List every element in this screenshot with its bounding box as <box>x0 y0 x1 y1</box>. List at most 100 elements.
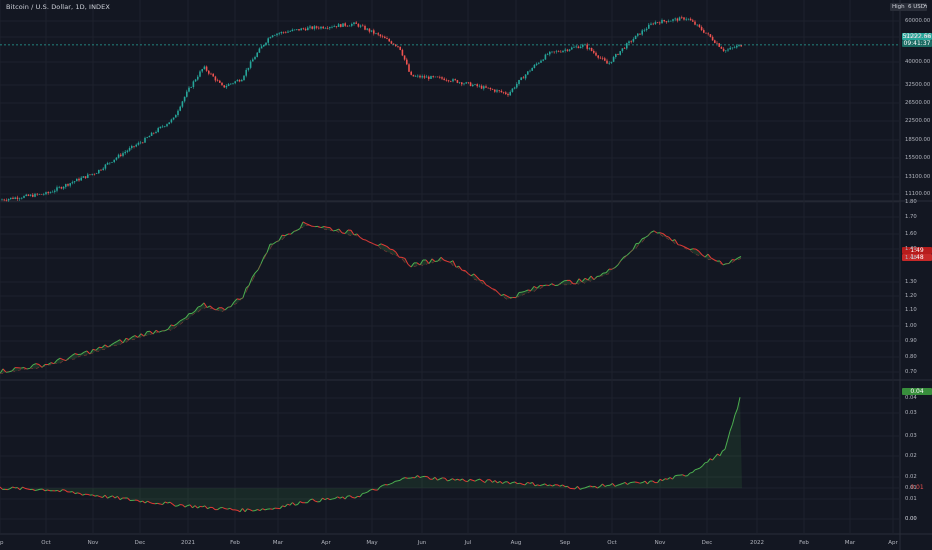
candle-body <box>230 83 232 85</box>
candle-body <box>718 43 720 47</box>
candle-body <box>326 28 329 29</box>
oscillator-segment <box>242 288 247 298</box>
oscillator2-segment <box>344 495 348 500</box>
oscillator-segment <box>416 262 421 266</box>
currency-badge[interactable]: 6 USD <box>906 3 928 11</box>
candle-body <box>364 25 366 30</box>
oscillator-signal <box>575 282 580 285</box>
oscillator-segment <box>182 317 187 320</box>
candle-body <box>696 24 698 26</box>
oscillator-segment <box>278 235 283 241</box>
oscillator-signal <box>473 278 478 281</box>
candle-body <box>315 26 318 28</box>
candle-body <box>293 29 296 31</box>
candle-body <box>329 27 331 29</box>
oscillator-segment <box>494 289 499 293</box>
candle-body <box>212 73 214 77</box>
oscillator2-segment <box>367 489 371 493</box>
oscillator2-segment <box>164 501 168 504</box>
oscillator-signal <box>485 284 490 288</box>
oscillator-segment <box>707 253 712 259</box>
oscillator2-segment <box>284 503 288 508</box>
oscillator-signal <box>611 266 616 270</box>
oscillator2-segment <box>712 456 716 461</box>
y-tick-label: 32500.00 <box>905 82 931 88</box>
oscillator-segment <box>668 236 673 242</box>
oscillator-segment <box>632 243 637 250</box>
candle-body <box>170 119 173 123</box>
candle-body <box>399 46 401 50</box>
candle-body <box>663 20 665 22</box>
y-tick-label: 1.49 <box>905 246 917 252</box>
oscillator-segment <box>404 258 409 265</box>
oscillator-segment <box>332 229 337 232</box>
candle-body <box>544 54 547 60</box>
oscillator-segment <box>56 357 61 361</box>
candle-body <box>340 24 342 27</box>
oscillator2-segment <box>339 496 343 499</box>
candle-body <box>113 159 115 162</box>
osc1-tag-top: 1.49 <box>902 247 932 254</box>
oscillator2-segment <box>479 478 483 482</box>
y-tick-label: 1.80 <box>905 199 917 205</box>
candle-body <box>439 77 441 78</box>
candle-body <box>650 23 652 25</box>
oscillator2-segment <box>247 508 251 511</box>
oscillator2-segment <box>337 496 341 499</box>
oscillator-segment <box>368 241 373 244</box>
candle-body <box>676 18 679 21</box>
candle-body <box>177 110 179 116</box>
oscillator-signal <box>197 309 202 313</box>
candle-body <box>258 48 261 53</box>
candle-body <box>137 142 140 145</box>
oscillator-segment <box>230 301 235 307</box>
candle-body <box>414 76 417 77</box>
oscillator-segment <box>116 339 121 342</box>
oscillator-segment <box>728 259 733 264</box>
candle-body <box>643 30 646 31</box>
oscillator2-segment <box>349 495 353 498</box>
candle-body <box>555 51 558 52</box>
oscillator-signal <box>173 326 178 329</box>
candle-body <box>362 25 364 27</box>
candle-body <box>5 200 8 201</box>
oscillator2-segment <box>519 482 523 485</box>
oscillator-segment <box>662 233 667 237</box>
oscillator2-segment <box>312 498 316 502</box>
candle-body <box>355 22 357 24</box>
candle-body <box>670 20 672 22</box>
candle-body <box>729 47 731 50</box>
x-tick-label: Dec <box>134 540 146 546</box>
high-badge[interactable]: High <box>890 3 907 11</box>
candle-body <box>386 38 388 40</box>
y-tick-label: 0.80 <box>905 354 917 360</box>
oscillator-segment <box>650 230 655 233</box>
oscillator2-segment <box>597 486 601 489</box>
oscillator-segment <box>320 226 325 229</box>
oscillator2-segment <box>144 500 148 504</box>
candle-body <box>709 34 712 37</box>
candle-body <box>485 86 487 88</box>
y-tick-label: 18500.00 <box>905 137 931 143</box>
candle-body <box>441 77 443 79</box>
oscillator2-segment <box>322 497 326 501</box>
oscillator-segment <box>59 357 64 361</box>
candle-body <box>733 47 736 49</box>
oscillator-segment <box>665 235 670 238</box>
oscillator-segment <box>584 277 589 281</box>
candle-body <box>615 54 617 58</box>
candle-body <box>577 46 580 49</box>
oscillator2-segment <box>289 502 293 506</box>
oscillator2-segment <box>527 481 531 484</box>
oscillator2-segment <box>392 480 396 484</box>
oscillator2-segment <box>309 498 313 501</box>
oscillator2-segment <box>92 494 96 497</box>
y-tick-label: 0.01 <box>905 485 917 491</box>
oscillator-segment <box>641 237 646 240</box>
currency-count: 6 <box>908 4 912 10</box>
oscillator2-segment <box>482 480 486 483</box>
lightning-icon[interactable]: ϟ <box>924 4 928 10</box>
oscillator-segment <box>440 256 445 261</box>
oscillator-segment <box>191 310 196 314</box>
oscillator-segment <box>266 243 271 253</box>
